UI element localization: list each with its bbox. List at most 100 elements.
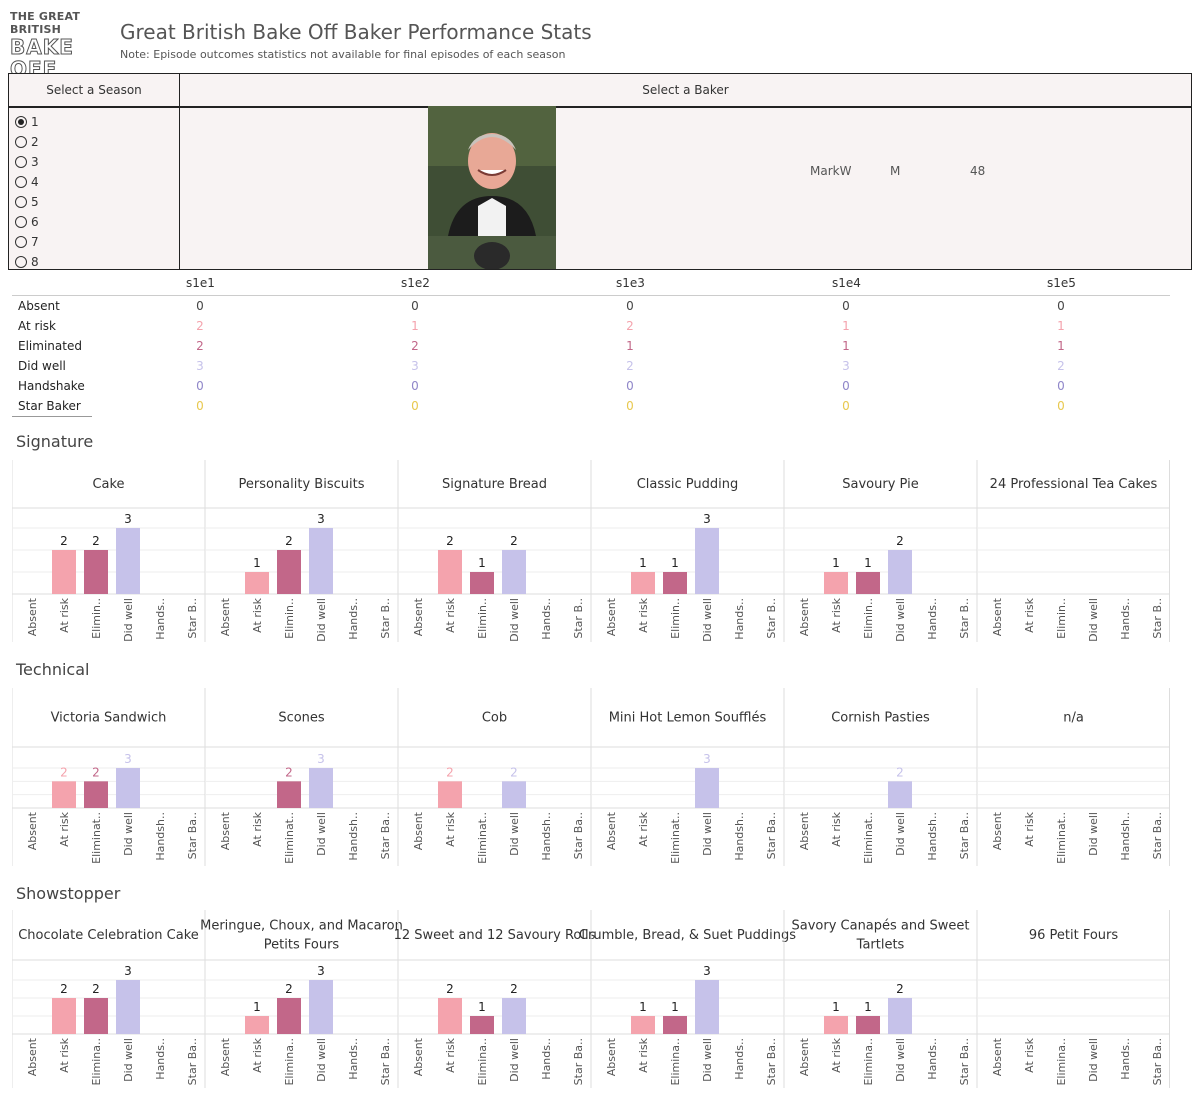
bar-value-label: 2 bbox=[60, 982, 68, 996]
bar[interactable] bbox=[856, 572, 880, 594]
season-option-label: 7 bbox=[31, 235, 39, 249]
x-tick-label: Did well bbox=[1087, 812, 1100, 856]
bar[interactable] bbox=[856, 1016, 880, 1034]
x-tick-label: At risk bbox=[637, 597, 650, 632]
radio-button-icon[interactable] bbox=[15, 256, 27, 268]
x-tick-label: At risk bbox=[58, 597, 71, 632]
bar[interactable] bbox=[52, 550, 76, 594]
bar[interactable] bbox=[824, 1016, 848, 1034]
panel-title: 24 Professional Tea Cakes bbox=[990, 477, 1158, 492]
bar[interactable] bbox=[52, 998, 76, 1034]
bar[interactable] bbox=[84, 998, 108, 1034]
season-option-3[interactable]: 3 bbox=[15, 152, 179, 172]
bar-value-label: 2 bbox=[92, 982, 100, 996]
bar-value-label: 2 bbox=[60, 765, 68, 779]
season-option-2[interactable]: 2 bbox=[15, 132, 179, 152]
bar[interactable] bbox=[309, 980, 333, 1034]
bar[interactable] bbox=[888, 781, 912, 808]
x-tick-label: At risk bbox=[58, 1037, 71, 1072]
x-tick-label: Star Ba.. bbox=[1151, 1038, 1164, 1085]
season-option-7[interactable]: 7 bbox=[15, 232, 179, 252]
radio-button-icon[interactable] bbox=[15, 116, 27, 128]
table-cell: 0 bbox=[196, 399, 204, 413]
chart-svg: Chocolate Celebration Cake Absent 2 At risk… bbox=[12, 910, 1170, 1088]
table-cell: 3 bbox=[196, 359, 204, 373]
bar[interactable] bbox=[470, 572, 494, 594]
bar[interactable] bbox=[245, 572, 269, 594]
x-tick-label: At risk bbox=[1023, 597, 1036, 632]
x-tick-label: Hands.. bbox=[926, 598, 939, 640]
bar-value-label: 2 bbox=[92, 534, 100, 548]
panel-title: Signature Bread bbox=[442, 477, 547, 492]
bar[interactable] bbox=[438, 998, 462, 1034]
x-tick-label: Hands.. bbox=[1119, 598, 1132, 640]
bar[interactable] bbox=[824, 572, 848, 594]
x-tick-label: Absent bbox=[798, 597, 811, 636]
radio-button-icon[interactable] bbox=[15, 136, 27, 148]
radio-button-icon[interactable] bbox=[15, 196, 27, 208]
season-option-1[interactable]: 1 bbox=[15, 112, 179, 132]
table-row-label: Eliminated bbox=[18, 339, 82, 353]
x-tick-label: Absent bbox=[412, 597, 425, 636]
x-tick-label: Hands.. bbox=[154, 1038, 167, 1080]
radio-button-icon[interactable] bbox=[15, 216, 27, 228]
radio-button-icon[interactable] bbox=[15, 236, 27, 248]
bar[interactable] bbox=[695, 768, 719, 808]
bar[interactable] bbox=[438, 550, 462, 594]
bar[interactable] bbox=[695, 980, 719, 1034]
bar[interactable] bbox=[888, 550, 912, 594]
x-tick-label: At risk bbox=[830, 811, 843, 846]
bar[interactable] bbox=[277, 998, 301, 1034]
season-option-label: 6 bbox=[31, 215, 39, 229]
bar[interactable] bbox=[309, 528, 333, 594]
season-option-4[interactable]: 4 bbox=[15, 172, 179, 192]
table-row-label: Did well bbox=[18, 359, 66, 373]
x-tick-label: At risk bbox=[1023, 811, 1036, 846]
season-option-6[interactable]: 6 bbox=[15, 212, 179, 232]
bar[interactable] bbox=[695, 528, 719, 594]
bar[interactable] bbox=[116, 980, 140, 1034]
bar[interactable] bbox=[84, 781, 108, 808]
x-tick-label: Did well bbox=[122, 812, 135, 856]
x-tick-label: Absent bbox=[605, 1037, 618, 1076]
x-tick-label: Star B.. bbox=[765, 598, 778, 639]
season-option-5[interactable]: 5 bbox=[15, 192, 179, 212]
x-tick-label: Did well bbox=[315, 1038, 328, 1082]
bar[interactable] bbox=[309, 768, 333, 808]
panel-title: Cake bbox=[92, 477, 124, 492]
bar[interactable] bbox=[52, 781, 76, 808]
x-tick-label: Eliminat.. bbox=[1055, 812, 1068, 864]
bar[interactable] bbox=[438, 781, 462, 808]
bar[interactable] bbox=[502, 781, 526, 808]
bar[interactable] bbox=[470, 1016, 494, 1034]
bar[interactable] bbox=[663, 572, 687, 594]
bar[interactable] bbox=[277, 550, 301, 594]
x-tick-label: Eliminat.. bbox=[90, 812, 103, 864]
bar[interactable] bbox=[888, 998, 912, 1034]
season-option-8[interactable]: 8 bbox=[15, 252, 179, 272]
bar[interactable] bbox=[116, 768, 140, 808]
bar-value-label: 3 bbox=[317, 964, 325, 978]
bar[interactable] bbox=[631, 1016, 655, 1034]
bar-value-label: 1 bbox=[253, 556, 261, 570]
bar[interactable] bbox=[277, 781, 301, 808]
x-tick-label: Absent bbox=[219, 597, 232, 636]
table-cell: 1 bbox=[626, 339, 634, 353]
showstopper-chart: Chocolate Celebration Cake Absent 2 At risk… bbox=[12, 910, 1170, 1088]
baker-photo[interactable] bbox=[428, 106, 556, 269]
bar[interactable] bbox=[245, 1016, 269, 1034]
table-label-underline bbox=[12, 416, 92, 417]
bar[interactable] bbox=[116, 528, 140, 594]
bar[interactable] bbox=[502, 998, 526, 1034]
x-tick-label: Elimina.. bbox=[862, 1038, 875, 1086]
x-tick-label: Absent bbox=[991, 811, 1004, 850]
bar-value-label: 2 bbox=[510, 765, 518, 779]
radio-button-icon[interactable] bbox=[15, 156, 27, 168]
bar[interactable] bbox=[502, 550, 526, 594]
bar[interactable] bbox=[663, 1016, 687, 1034]
bar[interactable] bbox=[84, 550, 108, 594]
panel-title: Cob bbox=[482, 711, 507, 726]
bar[interactable] bbox=[631, 572, 655, 594]
x-tick-label: Star B.. bbox=[379, 598, 392, 639]
radio-button-icon[interactable] bbox=[15, 176, 27, 188]
